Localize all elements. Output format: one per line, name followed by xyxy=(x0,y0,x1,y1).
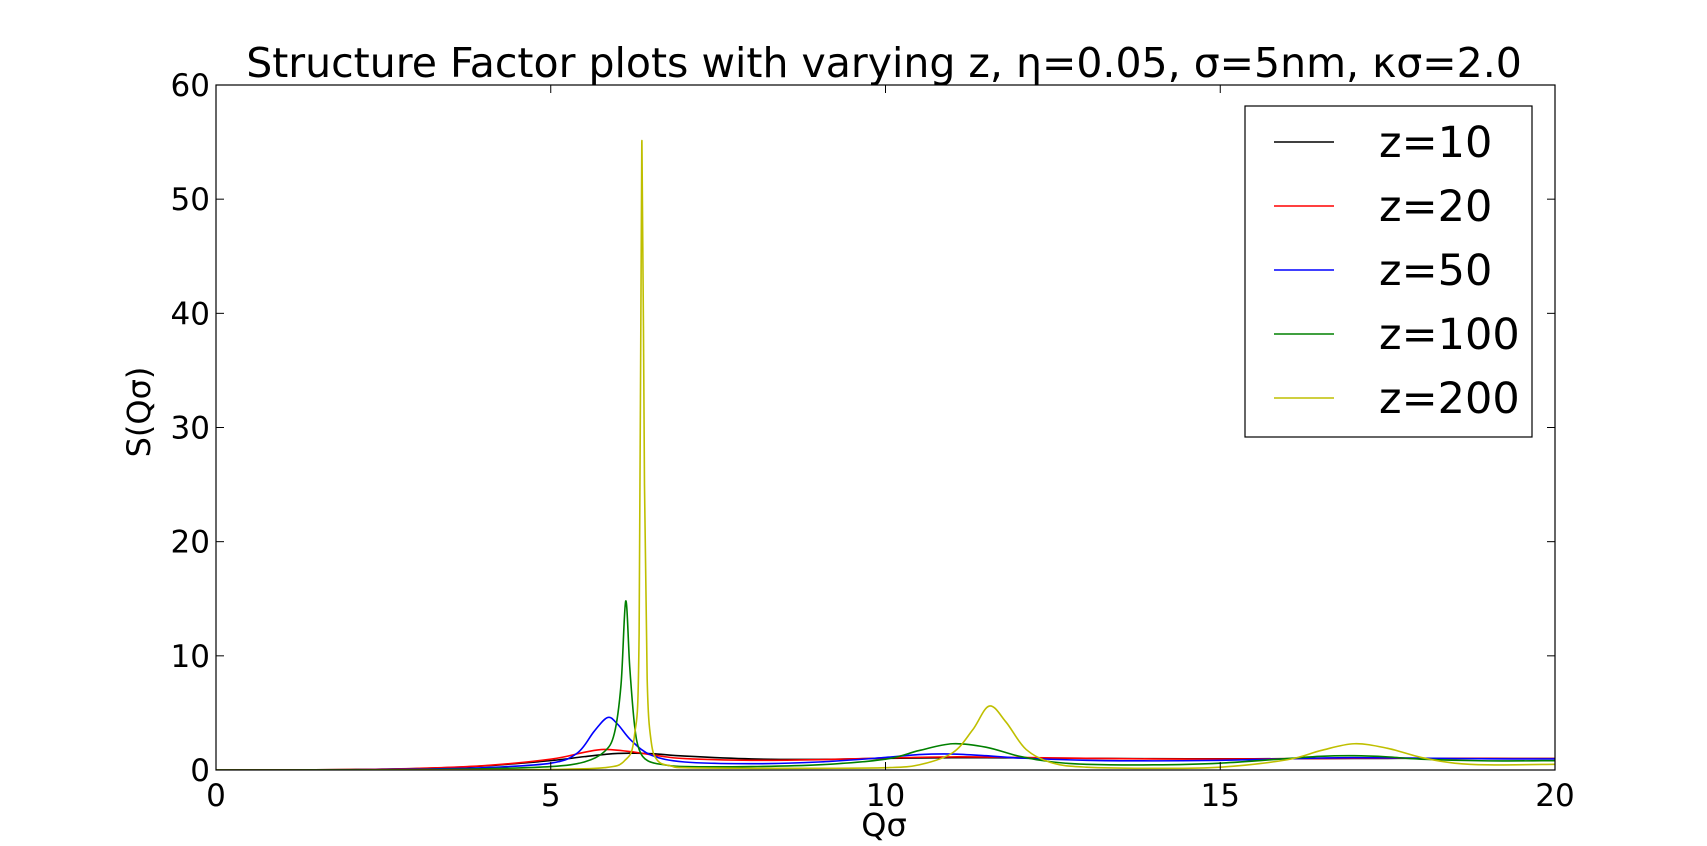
x-tick-label: 0 xyxy=(206,778,226,814)
y-tick-label: 20 xyxy=(171,525,210,561)
x-axis-label: Qσ xyxy=(861,806,906,844)
legend-box xyxy=(1244,105,1533,438)
axes: 0 5 10 15 20 0 10 20 30 40 50 60 xyxy=(171,68,1575,814)
legend-label-2: z=20 xyxy=(1379,182,1492,232)
y-tick-label: 40 xyxy=(171,296,210,332)
legend: z=10 z=20 z=50 z=100 z=200 xyxy=(1244,105,1533,438)
legend-label-4: z=100 xyxy=(1379,310,1520,360)
series-line-5 xyxy=(216,139,1555,770)
y-tick-label: 10 xyxy=(171,639,210,675)
y-tick-label: 30 xyxy=(171,411,210,447)
legend-label-1: z=10 xyxy=(1379,118,1492,168)
series-line-4 xyxy=(216,600,1555,770)
y-tick-label: 50 xyxy=(171,182,210,218)
legend-label-3: z=50 xyxy=(1379,246,1492,296)
plot-area xyxy=(216,139,1555,770)
x-tick-label: 5 xyxy=(541,778,561,814)
legend-label-5: z=200 xyxy=(1379,374,1520,424)
y-tick-label: 0 xyxy=(190,753,210,789)
series-line-3 xyxy=(216,716,1555,770)
x-tick-label: 15 xyxy=(1201,778,1240,814)
x-tick-label: 10 xyxy=(866,778,905,814)
y-axis-label: S(Qσ) xyxy=(120,367,158,458)
x-tick-label: 20 xyxy=(1535,778,1574,814)
chart-title: Structure Factor plots with varying z, η… xyxy=(246,39,1522,87)
series-group xyxy=(216,139,1555,770)
y-tick-label: 60 xyxy=(171,68,210,104)
